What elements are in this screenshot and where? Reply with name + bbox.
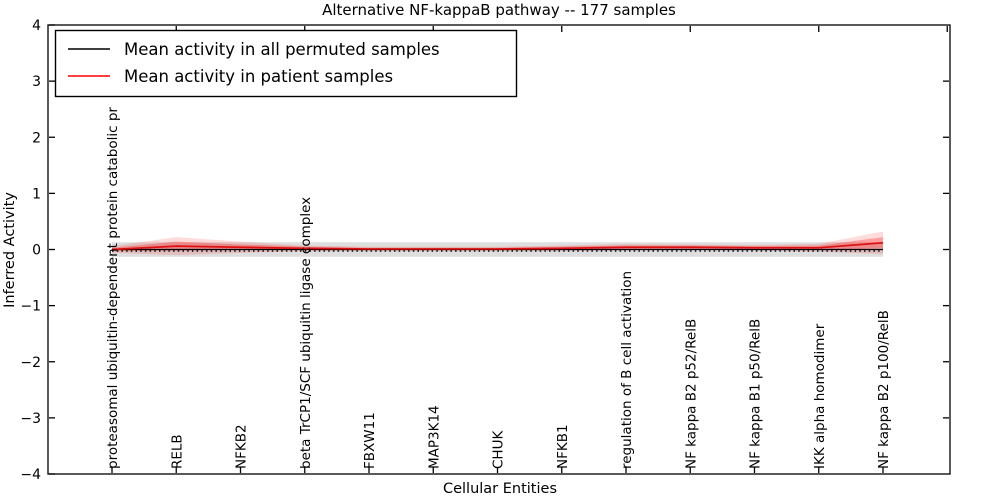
- x-tick-label: NFKB1: [555, 424, 571, 469]
- y-tick-label: 2: [32, 130, 41, 146]
- x-tick-label: NF kappa B2 p100/RelB: [876, 310, 892, 469]
- series-line-patient: [111, 241, 884, 251]
- x-tick-label: MAP3K14: [426, 405, 442, 469]
- legend-label-permuted: Mean activity in all permuted samples: [124, 40, 440, 59]
- y-tick-label: 1: [32, 186, 41, 202]
- x-tick-label: NF kappa B1 p50/RelB: [748, 319, 764, 469]
- chart-title: Alternative NF-kappaB pathway -- 177 sam…: [322, 1, 676, 19]
- x-tick-label: IKK alpha homodimer: [812, 323, 828, 469]
- axes-frame: [47, 24, 951, 475]
- x-axis-label: Cellular Entities: [443, 481, 557, 497]
- x-tick-label: NF kappa B2 p52/RelB: [683, 319, 699, 469]
- y-axis-label: Inferred Activity: [2, 192, 18, 308]
- x-tick-label: beta TrCP1/SCF ubiquitin ligase complex: [298, 197, 314, 469]
- x-tick-label: NFKB2: [234, 424, 250, 469]
- y-tick-label: −2: [20, 355, 41, 371]
- y-tick-label: 3: [32, 74, 41, 90]
- legend-label-patient: Mean activity in patient samples: [124, 67, 393, 86]
- x-tick-label: RELB: [169, 434, 185, 469]
- legend: Mean activity in all permuted samples Me…: [54, 29, 518, 98]
- plot-generated-content: 4 3 2 1 0 −1 −2 −3 −4 proteasomal ubiquitin-depen…: [20, 18, 949, 483]
- y-tick-label: 4: [32, 18, 41, 34]
- x-tick-label: FBXW11: [362, 412, 378, 469]
- x-tick-label: regulation of B cell activation: [619, 271, 635, 469]
- y-tick-label: −3: [20, 411, 41, 427]
- y-tick-label: −1: [20, 299, 41, 315]
- x-tick-label: proteasomal ubiquitin-dependent protein …: [105, 107, 121, 469]
- y-tick-label: −4: [20, 467, 41, 483]
- legend-box: [54, 29, 518, 98]
- x-tick-label: CHUK: [491, 430, 507, 469]
- y-tick-label: 0: [32, 243, 41, 259]
